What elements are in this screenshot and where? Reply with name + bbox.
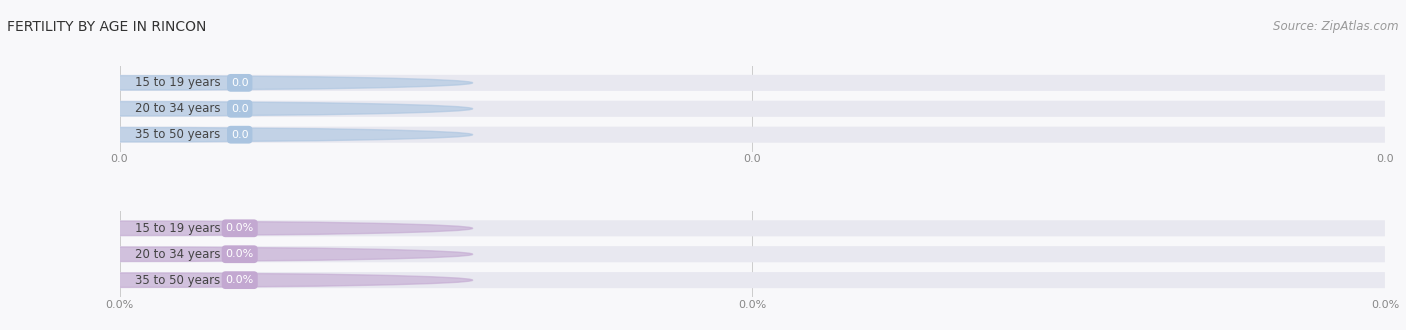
Circle shape xyxy=(0,127,472,142)
Circle shape xyxy=(0,76,472,90)
FancyBboxPatch shape xyxy=(120,75,1385,91)
Circle shape xyxy=(0,102,472,116)
Text: 20 to 34 years: 20 to 34 years xyxy=(135,248,221,261)
Text: 0.0: 0.0 xyxy=(231,104,249,114)
Circle shape xyxy=(0,247,472,261)
Text: 15 to 19 years: 15 to 19 years xyxy=(135,76,221,89)
Text: 0.0%: 0.0% xyxy=(225,249,254,259)
Text: 0.0%: 0.0% xyxy=(225,223,254,233)
Text: 0.0: 0.0 xyxy=(231,78,249,88)
FancyBboxPatch shape xyxy=(120,127,1385,143)
FancyBboxPatch shape xyxy=(120,101,1385,117)
Circle shape xyxy=(0,273,472,287)
Text: FERTILITY BY AGE IN RINCON: FERTILITY BY AGE IN RINCON xyxy=(7,20,207,34)
Text: 0.0: 0.0 xyxy=(231,130,249,140)
FancyBboxPatch shape xyxy=(120,246,1385,262)
Text: 35 to 50 years: 35 to 50 years xyxy=(135,274,219,287)
Text: 20 to 34 years: 20 to 34 years xyxy=(135,102,221,115)
Circle shape xyxy=(0,221,472,236)
Text: 0.0%: 0.0% xyxy=(225,275,254,285)
FancyBboxPatch shape xyxy=(120,220,1385,236)
Text: 35 to 50 years: 35 to 50 years xyxy=(135,128,219,141)
Text: Source: ZipAtlas.com: Source: ZipAtlas.com xyxy=(1274,20,1399,33)
Text: 15 to 19 years: 15 to 19 years xyxy=(135,222,221,235)
FancyBboxPatch shape xyxy=(120,272,1385,288)
